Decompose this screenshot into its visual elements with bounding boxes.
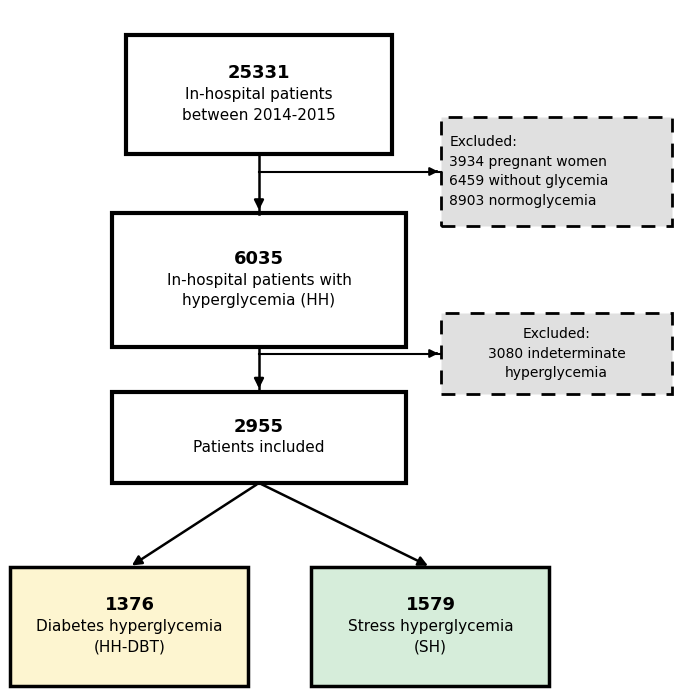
Bar	[441, 117, 672, 225]
Text: In-hospital patients with: In-hospital patients with	[167, 272, 351, 288]
Text: Stress hyperglycemia: Stress hyperglycemia	[348, 619, 513, 634]
Text: 2955: 2955	[234, 418, 284, 436]
Text: 6459 without glycemia: 6459 without glycemia	[449, 174, 609, 188]
Text: Excluded:: Excluded:	[449, 135, 517, 149]
Text: (SH): (SH)	[414, 640, 447, 655]
Bar	[112, 392, 406, 483]
Text: hyperglycemia: hyperglycemia	[505, 366, 608, 380]
Text: 1579: 1579	[405, 596, 456, 615]
Text: 25331: 25331	[228, 64, 290, 83]
Text: 6035: 6035	[234, 250, 284, 268]
Bar	[126, 35, 392, 154]
Text: hyperglycemia (HH): hyperglycemia (HH)	[183, 293, 335, 309]
Bar	[10, 567, 248, 686]
Bar	[112, 214, 406, 346]
Bar	[312, 567, 550, 686]
Text: Patients included: Patients included	[193, 440, 325, 456]
Text: 1376: 1376	[104, 596, 155, 615]
Text: 3934 pregnant women: 3934 pregnant women	[449, 155, 608, 169]
Text: (HH-DBT): (HH-DBT)	[94, 640, 165, 655]
Bar	[441, 314, 672, 393]
Text: Diabetes hyperglycemia: Diabetes hyperglycemia	[36, 619, 223, 634]
Text: 8903 normoglycemia: 8903 normoglycemia	[449, 194, 597, 208]
Text: 3080 indeterminate: 3080 indeterminate	[488, 346, 625, 360]
Text: Excluded:: Excluded:	[523, 327, 590, 341]
Text: between 2014-2015: between 2014-2015	[182, 108, 336, 123]
Text: In-hospital patients: In-hospital patients	[186, 87, 332, 102]
